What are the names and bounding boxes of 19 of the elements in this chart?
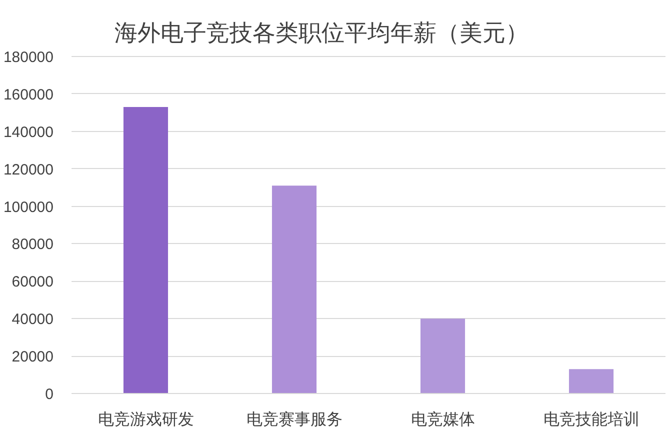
- y-tick-label: 20000: [12, 348, 54, 366]
- chart-title: 海外电子竞技各类职位平均年薪（美元）: [114, 20, 528, 46]
- y-tick-label: 160000: [3, 86, 54, 104]
- bar: [272, 186, 317, 394]
- y-tick-label: 100000: [3, 198, 54, 216]
- y-tick-label: 60000: [12, 274, 54, 291]
- bar: [420, 318, 466, 394]
- bar: [568, 369, 614, 394]
- y-tick-label: 140000: [3, 124, 54, 141]
- y-tick-label: 80000: [12, 236, 54, 254]
- y-tick-label: 0: [45, 386, 54, 403]
- x-tick-label: 电竞媒体: [410, 410, 475, 428]
- x-tick-label: 电竞技能培训: [543, 410, 640, 428]
- x-tick-label: 电竞赛事服务: [246, 410, 342, 428]
- bar: [123, 107, 168, 394]
- y-tick-label: 120000: [3, 161, 54, 178]
- y-tick-label: 40000: [12, 311, 54, 328]
- x-tick-label: 电竞游戏研发: [98, 410, 194, 428]
- y-tick-label: 180000: [3, 49, 54, 66]
